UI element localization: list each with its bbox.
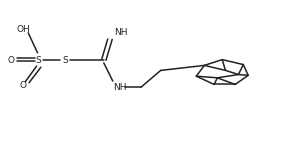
Text: NH: NH: [113, 83, 127, 92]
Text: NH: NH: [114, 28, 127, 37]
Text: OH: OH: [17, 25, 30, 34]
Text: O: O: [8, 56, 15, 64]
Text: O: O: [19, 81, 26, 90]
Text: S: S: [62, 56, 68, 64]
Text: S: S: [35, 56, 41, 64]
